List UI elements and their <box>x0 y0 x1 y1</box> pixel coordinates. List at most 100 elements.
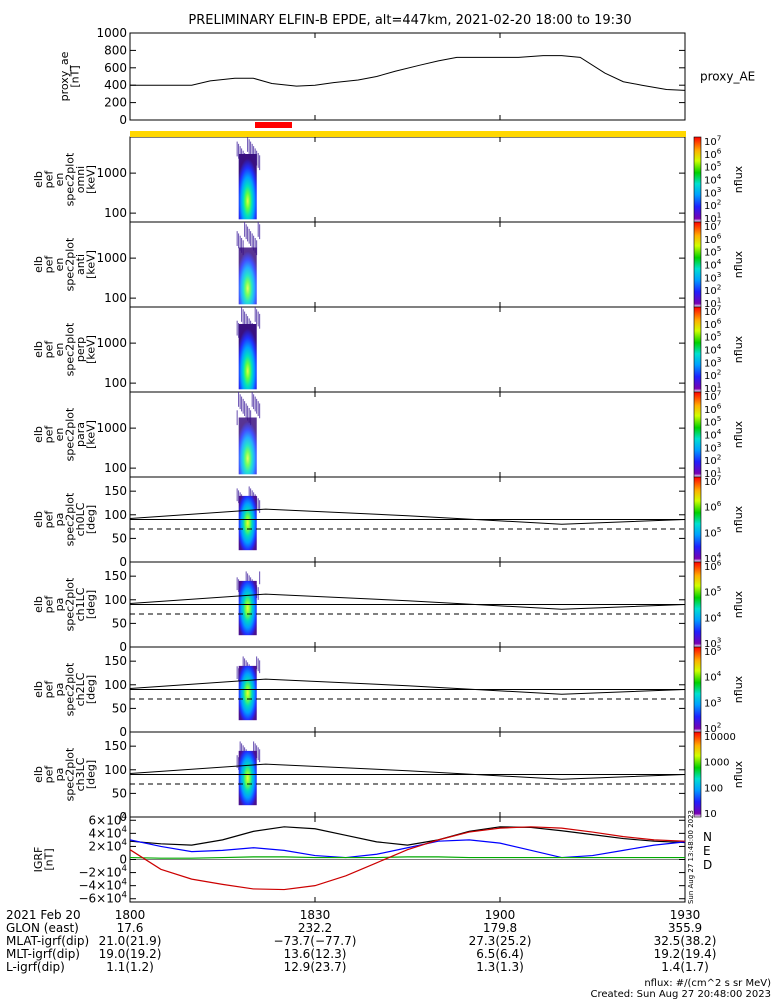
colorbar-label: nflux <box>732 590 745 618</box>
time-tick-label: 1900 <box>485 908 516 922</box>
heatmap-speckle <box>236 231 238 246</box>
igrf-green-line <box>129 856 685 859</box>
y-axis-label: [deg] <box>85 505 98 534</box>
y-tick-label: 1000 <box>96 421 127 435</box>
panel-frame <box>129 136 686 223</box>
heatmap-speckle <box>256 656 258 670</box>
chart-panel-2: 1000100elbpefenspec2plotanti[keV]1071061… <box>32 219 745 311</box>
heatmap-blob <box>238 665 257 721</box>
colorbar <box>693 136 702 223</box>
y-axis-label: elb <box>32 511 45 528</box>
y-axis-label: en <box>53 173 66 187</box>
ephemeris-value: 1.1(1.2) <box>106 960 154 974</box>
colorbar-tick-label: 101 <box>704 211 721 226</box>
colorbar <box>693 731 702 818</box>
y-axis-label: en <box>53 343 66 357</box>
chart-panel-0: 1000 800 600 400 200 0 proxy_ae[nT] proxy_AE <box>58 26 755 127</box>
y-axis-label: [deg] <box>85 590 98 619</box>
footer-units: nflux: #/(cm^2 s sr MeV) <box>644 978 771 989</box>
ephemeris-value: 19.0(19.2) <box>99 947 162 961</box>
ephemeris-value: 19.2(19.4) <box>654 947 717 961</box>
y-axis-label: pef <box>43 680 56 699</box>
y-tick-label: −6×104 <box>78 890 127 905</box>
red-science-zone-bar <box>255 122 292 128</box>
heatmap-speckle <box>259 571 261 585</box>
y-tick-label: 0 <box>119 640 127 654</box>
y-tick-label: 0 <box>119 113 127 127</box>
colorbar-tick-label: 106 <box>704 499 722 513</box>
y-axis-label: [keV] <box>85 165 98 194</box>
heatmap-speckle <box>245 403 247 419</box>
ephemeris-value: 1.3(1.3) <box>476 960 524 974</box>
heatmap-blob <box>238 495 257 551</box>
colorbar <box>693 391 702 478</box>
heatmap-speckle <box>250 488 252 502</box>
y-tick-label: 600 <box>104 61 127 75</box>
heatmap-speckle <box>238 757 240 770</box>
y-axis-label: ch2LC <box>74 672 87 706</box>
ephemeris-value: 27.3(25.2) <box>469 934 532 948</box>
panel-frame <box>129 221 686 308</box>
heatmap-speckle <box>236 141 238 157</box>
heatmap-speckle <box>253 741 255 755</box>
y-axis-label: pef <box>43 510 56 529</box>
heatmap-speckle <box>248 228 250 244</box>
y-tick-label: 6×104 <box>89 812 127 827</box>
colorbar-label: nflux <box>732 675 745 703</box>
heatmap-speckle <box>247 316 249 331</box>
figure-title: PRELIMINARY ELFIN-B EPDE, alt=447km, 202… <box>188 13 631 28</box>
ephemeris-value: 179.8 <box>483 921 517 935</box>
colorbar-label: nflux <box>732 420 745 448</box>
y-axis-label: pef <box>43 425 56 444</box>
heatmap-speckle <box>238 392 240 407</box>
igrf-legend-N: N <box>703 830 712 844</box>
heatmap-speckle <box>245 313 247 329</box>
chart-panel-1: 1000100elbpefenspec2plotomni[keV]1071061… <box>32 134 745 226</box>
y-axis-label: spec2plot <box>64 237 77 291</box>
y-tick-label: 50 <box>112 531 127 545</box>
ephemeris-table: GLON (east) 17.6 232.2 179.8 355.9 MLAT-… <box>6 908 716 974</box>
colorbar <box>693 561 702 648</box>
y-axis-label: elb <box>32 426 45 443</box>
ephemeris-value: 6.5(6.4) <box>476 947 524 961</box>
y-axis-label: ch1LC <box>74 587 87 621</box>
colorbar-tick-label: 100 <box>704 783 723 794</box>
heatmap-speckle <box>248 408 250 423</box>
colorbar-tick-label: 104 <box>704 257 722 272</box>
colorbar-tick-label: 10000 <box>704 732 736 743</box>
igrf-legend-E: E <box>703 844 711 858</box>
heatmap-speckle <box>250 141 252 157</box>
y-tick-label: 0 <box>119 725 127 739</box>
heatmap-speckle <box>256 398 258 414</box>
time-tick-label: 1830 <box>300 908 331 922</box>
y-axis-label: spec2plot <box>64 577 77 631</box>
side-stamp: Sun Aug 27 13:48:00 2023 <box>687 810 695 904</box>
colorbar-tick-label: 105 <box>704 244 721 259</box>
colorbar-tick-label: 104 <box>704 342 722 357</box>
y-tick-label: 50 <box>112 701 127 715</box>
heatmap-blob <box>238 154 257 220</box>
heatmap-speckle <box>238 323 240 338</box>
y-tick-label: 4×104 <box>89 825 127 840</box>
panel-frame <box>129 32 686 121</box>
ephemeris-value: −73.7(−77.7) <box>274 934 357 948</box>
y-tick-label: −2×104 <box>78 864 127 879</box>
y-axis-label: en <box>53 428 66 442</box>
y-tick-label: 150 <box>104 739 127 753</box>
heatmap-speckle <box>245 224 247 240</box>
heatmap-speckle <box>239 394 241 410</box>
ephemeris-row-label: L-igrf(dip) <box>6 960 65 974</box>
y-axis-label: spec2plot <box>64 322 77 376</box>
y-tick-label: 0 <box>119 555 127 569</box>
colorbar-tick-label: 102 <box>704 721 721 736</box>
time-axis: 1800 1830 1900 1930 <box>115 908 701 922</box>
colorbar-tick-label: 107 <box>704 134 721 149</box>
igrf-black-line <box>129 826 686 846</box>
y-tick-label: 400 <box>104 78 127 92</box>
colorbar-tick-label: 103 <box>704 185 721 200</box>
colorbar-tick-label: 104 <box>704 427 722 442</box>
y-tick-label: 100 <box>104 763 127 777</box>
